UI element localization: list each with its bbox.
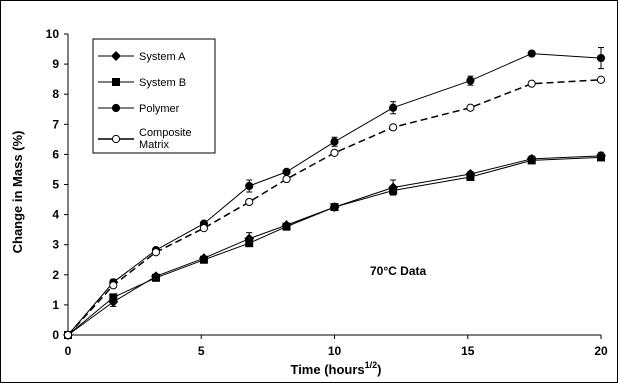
x-axis-title: Time (hours1/2) — [290, 360, 381, 377]
legend-marker-system-a — [111, 51, 121, 61]
x-axis-title-main: Time (hours — [290, 362, 364, 377]
data-point-polymer — [245, 181, 254, 191]
data-point-composite-matrix — [389, 123, 398, 132]
data-point-system-b — [330, 203, 339, 212]
data-point-composite-matrix — [466, 103, 475, 112]
data-point-system-b — [109, 293, 118, 302]
data-point-composite-matrix — [63, 330, 73, 340]
x-tick-label: 0 — [65, 344, 72, 358]
data-point-system-b — [282, 222, 291, 231]
y-tick-label: 2 — [52, 268, 59, 282]
legend-label-system-a: System A — [139, 51, 186, 63]
y-tick-label: 6 — [52, 147, 59, 161]
data-point-system-b — [245, 239, 254, 248]
y-tick-label: 8 — [52, 87, 59, 101]
data-point-system-b — [151, 273, 160, 282]
y-tick-label: 3 — [52, 238, 59, 252]
data-point-composite-matrix — [282, 174, 291, 184]
y-tick-label: 4 — [52, 208, 59, 222]
y-tick-label: 9 — [52, 57, 59, 71]
y-tick-label: 5 — [52, 178, 59, 192]
y-axis-title: Change in Mass (%) — [10, 131, 25, 254]
data-point-composite-matrix — [527, 79, 536, 88]
legend-marker-polymer — [111, 103, 121, 113]
data-point-system-b — [466, 172, 475, 181]
data-point-system-b — [199, 255, 208, 264]
data-point-polymer — [466, 76, 475, 85]
series-line-system-a — [67, 155, 602, 336]
x-tick-label: 15 — [461, 344, 475, 358]
x-tick-label: 10 — [328, 344, 342, 358]
temperature-annotation: 70°C Data — [370, 264, 426, 278]
data-point-composite-matrix — [330, 148, 339, 157]
data-point-composite-matrix — [199, 224, 209, 233]
legend-label-polymer: Polymer — [139, 103, 180, 115]
data-point-polymer — [282, 167, 291, 176]
legend-marker-composite-matrix — [111, 134, 121, 144]
series-system-b — [64, 153, 605, 339]
x-tick-label: 5 — [198, 344, 205, 358]
x-tick-label: 20 — [594, 344, 608, 358]
series-composite-matrix — [63, 75, 606, 340]
data-point-composite-matrix — [109, 281, 118, 290]
data-point-system-b — [527, 156, 536, 165]
y-tick-label: 0 — [52, 328, 59, 342]
y-tick-label: 10 — [46, 27, 60, 41]
data-point-composite-matrix — [151, 248, 161, 257]
x-axis-title-superscript: 1/2 — [365, 360, 378, 370]
data-point-composite-matrix — [245, 197, 254, 207]
legend-label-composite-matrix: Composite Matrix — [139, 127, 192, 151]
data-point-polymer — [330, 137, 339, 146]
legend-marker-system-b — [112, 78, 120, 86]
y-tick-label: 1 — [52, 298, 59, 312]
data-point-polymer — [527, 49, 536, 58]
y-tick-label: 7 — [52, 117, 59, 131]
data-point-polymer — [596, 53, 606, 63]
series-system-a — [63, 150, 606, 340]
data-point-polymer — [389, 103, 398, 112]
data-point-composite-matrix — [596, 75, 606, 84]
x-axis-title-close: ) — [377, 362, 381, 377]
legend-label-system-b: System B — [139, 77, 186, 89]
series-line-system-b — [67, 156, 602, 336]
legend: System A System B Polymer Composite Matrix — [92, 38, 216, 154]
data-point-system-b — [389, 186, 398, 195]
series-layer — [63, 47, 606, 340]
data-point-system-b — [597, 153, 605, 162]
